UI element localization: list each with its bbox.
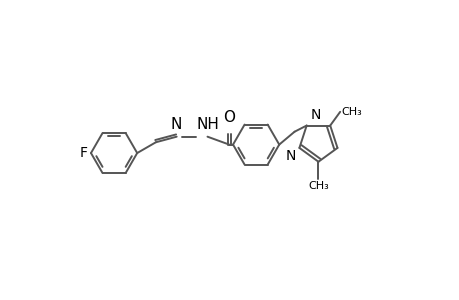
Text: N: N (310, 108, 320, 122)
Text: N: N (171, 117, 182, 132)
Text: CH₃: CH₃ (308, 181, 328, 191)
Text: F: F (80, 146, 88, 160)
Text: N: N (285, 149, 296, 164)
Text: O: O (223, 110, 235, 125)
Text: NH: NH (196, 117, 219, 132)
Text: CH₃: CH₃ (341, 107, 362, 117)
